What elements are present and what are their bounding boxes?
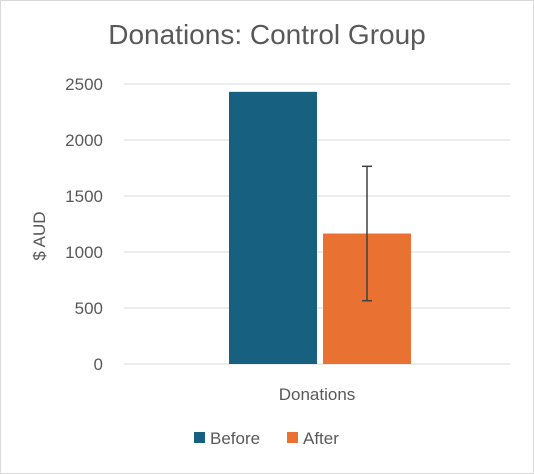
error-bars: [362, 165, 372, 302]
legend: Before After: [194, 429, 339, 448]
y-tick-label: 1500: [65, 187, 103, 206]
legend-swatch-before: [194, 432, 205, 443]
legend-swatch-after: [287, 432, 298, 443]
y-tick-label: 2000: [65, 131, 103, 150]
bars: [229, 91, 411, 364]
x-category-label: Donations: [279, 385, 356, 404]
y-tick-label: 500: [75, 299, 103, 318]
y-tick-label: 2500: [65, 75, 103, 94]
bar-before: [229, 91, 317, 364]
legend-label-after: After: [303, 429, 339, 448]
legend-label-before: Before: [210, 429, 260, 448]
y-tick-label: 0: [94, 355, 103, 374]
chart-title: Donations: Control Group: [108, 19, 426, 50]
y-axis-label: $ AUD: [30, 211, 49, 260]
y-tick-label: 1000: [65, 243, 103, 262]
y-axis-ticks: 0 500 1000 1500 2000 2500: [65, 75, 103, 374]
